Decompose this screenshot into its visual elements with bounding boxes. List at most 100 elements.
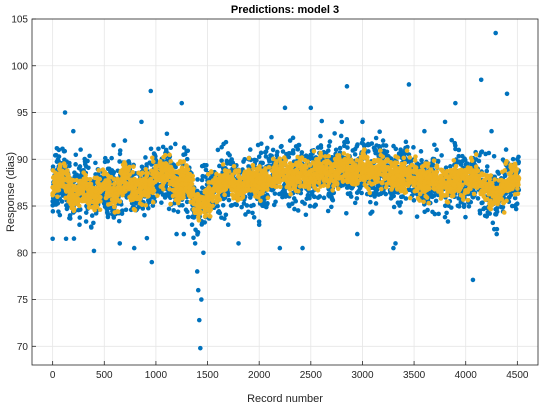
blue-point <box>432 211 438 217</box>
gold-point <box>510 186 515 192</box>
blue-point <box>256 222 262 228</box>
blue-point <box>228 161 234 167</box>
blue-point <box>168 145 174 151</box>
gold-point <box>375 164 381 169</box>
gold-point <box>155 193 160 198</box>
blue-point <box>500 157 506 162</box>
blue-point <box>215 203 220 209</box>
gold-point <box>192 210 198 216</box>
blue-point <box>405 144 410 150</box>
blue-point <box>142 212 147 218</box>
blue-point <box>494 205 500 211</box>
blue-point <box>160 144 166 150</box>
blue-point <box>295 208 301 213</box>
blue-point <box>71 236 77 241</box>
gold-point <box>490 194 496 199</box>
blue-point <box>198 345 203 351</box>
blue-point <box>71 128 76 134</box>
gold-point <box>421 163 426 169</box>
blue-point <box>456 204 462 209</box>
gold-point <box>379 186 384 192</box>
gold-point <box>122 160 127 165</box>
gold-point <box>505 186 511 192</box>
blue-point <box>89 225 94 230</box>
blue-point <box>515 156 520 162</box>
blue-point <box>82 161 88 167</box>
blue-point <box>368 211 373 216</box>
gold-point <box>354 157 360 163</box>
blue-point <box>313 202 318 208</box>
gold-point <box>81 170 86 175</box>
blue-point <box>354 231 360 237</box>
gold-point <box>92 175 98 181</box>
gold-point <box>398 188 404 194</box>
blue-point <box>354 190 360 196</box>
blue-point <box>411 198 417 203</box>
blue-point <box>220 202 226 208</box>
gold-point <box>403 181 408 186</box>
gold-point <box>488 206 494 212</box>
blue-point <box>422 128 427 134</box>
blue-point <box>391 245 396 251</box>
gold-point <box>332 182 337 188</box>
gold-point <box>184 163 189 169</box>
blue-point <box>148 146 154 152</box>
blue-point <box>403 139 409 145</box>
gold-point <box>131 195 137 201</box>
blue-point <box>482 205 487 211</box>
gold-point <box>111 181 117 187</box>
gold-point <box>57 164 63 170</box>
blue-point <box>148 88 154 94</box>
gold-point <box>416 183 422 188</box>
blue-point <box>164 131 170 137</box>
blue-point <box>263 154 269 159</box>
blue-point <box>443 165 449 170</box>
gold-point <box>246 155 252 161</box>
blue-point <box>295 147 301 152</box>
blue-point <box>478 77 484 83</box>
blue-point <box>183 207 189 213</box>
blue-point <box>236 241 241 246</box>
blue-point <box>117 241 123 246</box>
gold-point <box>492 177 498 182</box>
gold-point <box>392 165 397 171</box>
gold-point <box>335 186 341 192</box>
blue-point <box>222 216 227 221</box>
blue-point <box>463 214 468 220</box>
blue-point <box>179 100 185 106</box>
blue-point <box>303 212 309 218</box>
blue-point <box>67 213 73 218</box>
blue-point <box>398 210 403 215</box>
blue-point <box>352 200 358 206</box>
gold-point <box>135 178 140 183</box>
gold-point <box>262 171 267 177</box>
blue-point <box>393 241 398 246</box>
gold-point <box>366 186 371 192</box>
blue-point <box>267 159 272 164</box>
blue-point <box>337 145 343 151</box>
blue-point <box>509 203 515 209</box>
gold-point <box>367 190 373 196</box>
blue-point <box>365 141 371 147</box>
blue-point <box>91 220 96 226</box>
gold-point <box>367 180 372 185</box>
blue-point <box>462 156 467 161</box>
blue-point <box>221 141 226 147</box>
data-points <box>50 30 522 351</box>
blue-point <box>321 195 327 201</box>
gold-point <box>137 201 143 206</box>
gold-point <box>384 158 389 164</box>
blue-point <box>215 147 221 153</box>
blue-point <box>256 154 262 159</box>
blue-point <box>300 245 305 251</box>
blue-point <box>444 210 449 216</box>
gold-point <box>316 180 322 185</box>
blue-point <box>338 133 344 139</box>
gold-point <box>168 159 173 164</box>
blue-point <box>217 163 222 169</box>
blue-point <box>193 227 198 233</box>
blue-point <box>411 145 416 150</box>
gold-point <box>341 173 347 179</box>
blue-point <box>277 245 283 251</box>
blue-point <box>163 147 169 153</box>
